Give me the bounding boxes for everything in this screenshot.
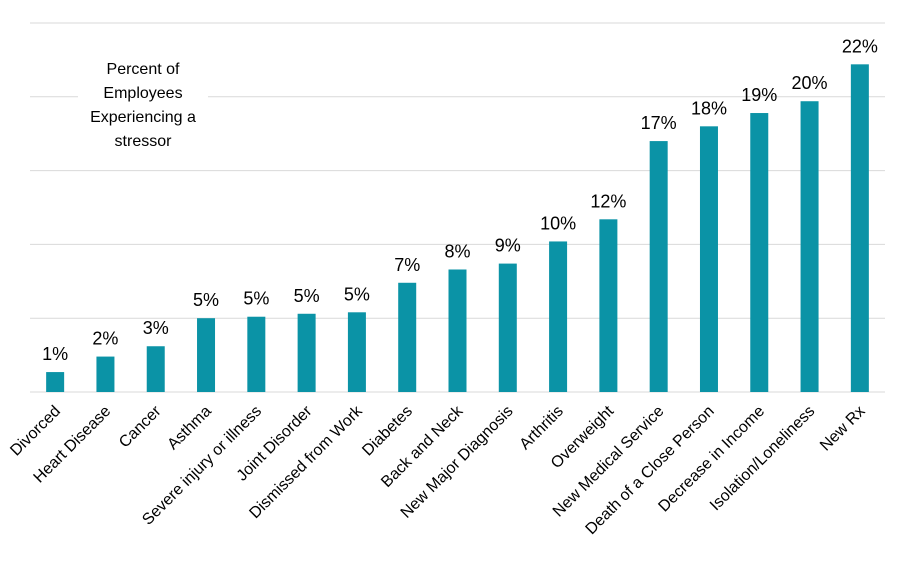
bar	[699, 126, 718, 392]
x-tick-label: Arthritis	[517, 403, 567, 453]
data-label: 12%	[590, 191, 626, 211]
bar	[750, 113, 769, 392]
bar	[297, 313, 316, 392]
data-label: 10%	[540, 213, 576, 233]
data-label: 5%	[294, 286, 320, 306]
bar	[498, 263, 517, 392]
bar	[46, 372, 65, 392]
bar	[649, 141, 668, 392]
data-label: 2%	[92, 329, 118, 349]
bar	[347, 312, 366, 392]
data-label: 22%	[842, 36, 878, 56]
bar	[197, 318, 216, 392]
bar	[549, 241, 568, 392]
data-label: 8%	[444, 241, 470, 261]
bar	[398, 282, 417, 392]
data-label: 5%	[344, 284, 370, 304]
bar	[448, 269, 467, 392]
data-label: 5%	[243, 289, 269, 309]
data-label: 3%	[143, 318, 169, 338]
bar	[800, 101, 819, 392]
data-label: 19%	[741, 85, 777, 105]
data-label: 20%	[792, 73, 828, 93]
x-tick-label: Asthma	[164, 403, 214, 453]
bar	[599, 219, 618, 392]
x-tick-label: New Rx	[817, 403, 869, 455]
annotation: Percent of Employees Experiencing a stre…	[78, 58, 208, 154]
bar	[850, 64, 869, 392]
data-label: 9%	[495, 236, 521, 256]
data-label: 5%	[193, 290, 219, 310]
data-label: 1%	[42, 344, 68, 364]
bar	[96, 356, 115, 392]
bar	[146, 346, 165, 392]
data-label: 17%	[641, 113, 677, 133]
data-label: 18%	[691, 98, 727, 118]
data-label: 7%	[394, 255, 420, 275]
bar	[247, 316, 266, 392]
x-tick-label: Cancer	[116, 402, 165, 451]
